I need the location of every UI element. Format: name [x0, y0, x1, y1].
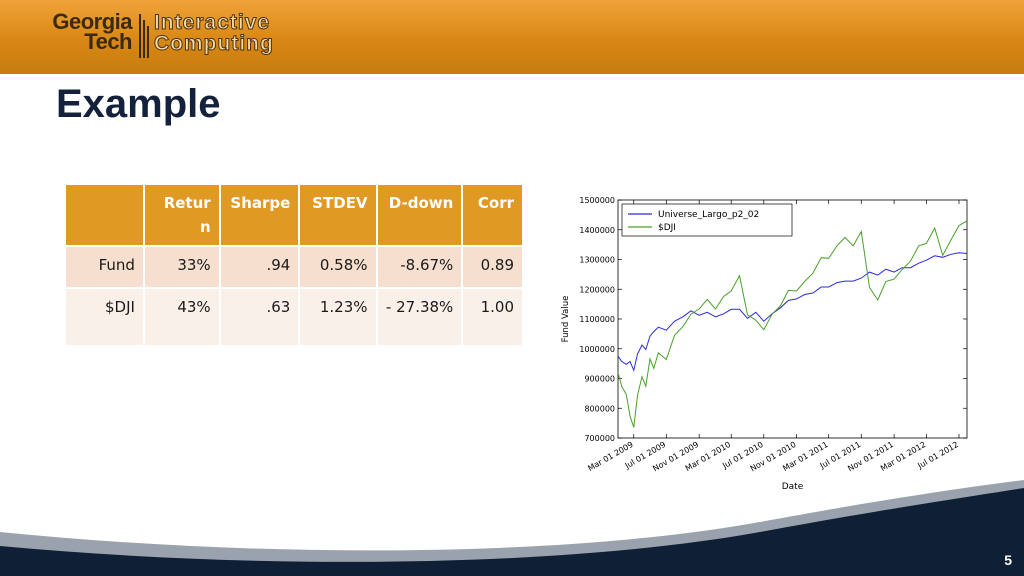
logo-line-interactive: Interactive — [154, 11, 271, 34]
legend-entry: $DJI — [658, 223, 676, 233]
slide-title: Example — [56, 82, 221, 126]
y-tick-label: 1100000 — [579, 315, 615, 324]
chart-axes: 700000 800000 900000 1000000 1100000 1200000 1… — [579, 196, 968, 473]
table-cell: 1.23% — [300, 289, 376, 345]
y-tick-label: 1500000 — [579, 196, 615, 205]
table-cell: - 27.38% — [377, 289, 462, 345]
table-cell: .94 — [220, 247, 299, 287]
logo-georgia-tech: Georgia Tech — [22, 9, 132, 54]
legend-box — [621, 203, 793, 237]
table-cell: 33% — [144, 247, 219, 287]
y-tick-label: 800000 — [584, 404, 615, 413]
table-header-cell: Retur n — [144, 185, 219, 245]
table-cell: -8.67% — [377, 247, 462, 287]
y-axis-label: Fund Value — [561, 296, 571, 343]
y-tick-label: 1400000 — [579, 226, 615, 235]
table-header-cell: D-down — [377, 185, 462, 245]
logo-line-tech: Tech — [84, 29, 132, 54]
fund-value-chart: 700000 800000 900000 1000000 1100000 1200000 1… — [561, 196, 968, 492]
logo-interactive-computing: Interactive Computing — [154, 11, 274, 55]
table-row: Fund 33% .94 0.58% -8.67% 0.89 — [66, 247, 522, 287]
y-tick-label: 700000 — [584, 434, 615, 443]
footer-band — [0, 480, 1024, 576]
logo-line-computing: Computing — [154, 32, 274, 55]
series-line-dji — [617, 220, 968, 428]
y-tick-label: 1000000 — [579, 345, 615, 354]
header-bar: Georgia Tech Interactive Computing — [0, 0, 1024, 74]
table-cell: .63 — [220, 289, 299, 345]
table-cell: $DJI — [66, 289, 143, 345]
table-header-cell: Sharpe — [220, 185, 299, 245]
table-row: $DJI 43% .63 1.23% - 27.38% 1.00 — [66, 289, 522, 345]
y-tick-label: 1200000 — [579, 285, 615, 294]
table-header-cell: STDEV — [300, 185, 376, 245]
table-cell: 43% — [144, 289, 219, 345]
table-cell: Fund — [66, 247, 143, 287]
table-cell: 0.89 — [463, 247, 522, 287]
chart-legend: Universe_Largo_p2_02 $DJI — [621, 203, 793, 237]
chart-panel: 700000 800000 900000 1000000 1100000 1200000 1… — [556, 186, 997, 498]
table-header-cell: Corr — [463, 185, 522, 245]
page-number: 5 — [1004, 552, 1012, 568]
logo-line-georgia: Georgia — [52, 9, 132, 34]
table-header-row: Retur n Sharpe STDEV D-down Corr — [66, 185, 522, 245]
tech-tower-icon — [139, 14, 149, 58]
table-cell: 1.00 — [463, 289, 522, 345]
x-axis-label: Date — [782, 482, 804, 492]
chart-series — [617, 220, 968, 428]
table-header-cell — [66, 185, 143, 245]
performance-table: Retur n Sharpe STDEV D-down Corr Fund 33… — [64, 183, 524, 347]
table-cell: 0.58% — [300, 247, 376, 287]
y-tick-label: 900000 — [584, 375, 615, 384]
legend-entry: Universe_Largo_p2_02 — [658, 210, 759, 220]
y-tick-label: 1300000 — [579, 256, 615, 265]
